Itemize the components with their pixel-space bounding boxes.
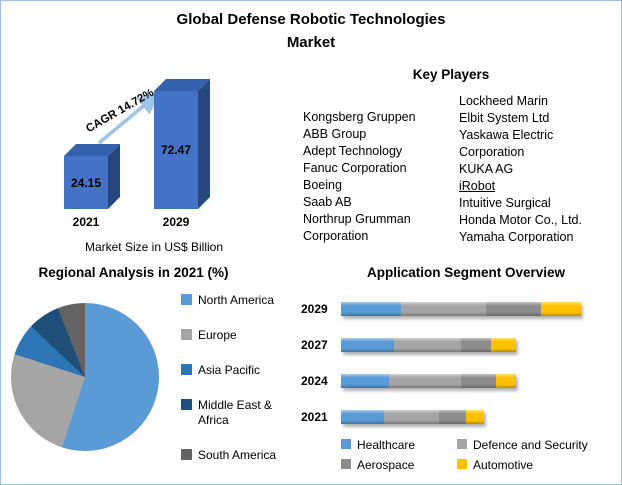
legend-swatch-automotive <box>457 459 467 469</box>
legend-swatch-north-america <box>181 294 192 305</box>
key-player-fanuc-corporation: Fanuc Corporation <box>303 161 407 175</box>
legend-swatch-aerospace <box>341 459 351 469</box>
key-players-list: Kongsberg Gruppen ABB Group Adept Technolo… <box>303 93 609 246</box>
key-player-irobot[interactable]: iRobot <box>459 179 496 193</box>
regional-heading: Regional Analysis in 2021 (%) <box>38 265 229 280</box>
key-player-yamaha-corporation: Yamaha Corporation <box>459 230 574 244</box>
market-size-chart: CAGR 14.72% 24.15 2021 72.47 2029 Market Si… <box>49 59 259 254</box>
legend-item-aerospace: Aerospace <box>341 458 453 473</box>
cagr-arrow <box>97 90 162 145</box>
segment-automotive <box>541 302 581 316</box>
bar-value-label: 72.47 <box>160 143 192 157</box>
app-row-2027: 2027 <box>301 327 616 363</box>
key-players-heading: Key Players <box>412 67 490 82</box>
key-players-column-right: Lockheed Marin Elbit System Ltd Yaskawa El… <box>459 93 609 246</box>
legend-label: Healthcare <box>357 438 416 452</box>
legend-label: Asia Pacific <box>198 363 261 377</box>
bar-side-face <box>198 79 210 209</box>
legend-item-middle-east-africa: Middle East & Africa <box>181 398 286 428</box>
legend-label: South America <box>198 448 277 462</box>
segment-healthcare <box>341 374 389 388</box>
segment-aerospace <box>461 374 496 388</box>
stacked-bar-2027 <box>341 338 516 352</box>
stacked-bar-2024 <box>341 374 516 388</box>
segment-defence-and-security <box>393 338 461 352</box>
legend-swatch-defence-and-security <box>457 439 467 449</box>
segment-healthcare <box>341 338 394 352</box>
legend-label: North America <box>198 293 275 307</box>
stacked-bar-2021 <box>341 410 484 424</box>
legend-item-healthcare: Healthcare <box>341 438 453 453</box>
key-player-kuka-ag: KUKA AG <box>459 162 514 176</box>
legend-item-south-america: South America <box>181 448 286 463</box>
legend-label: Automotive <box>473 458 534 472</box>
application-bars: 2029 2027 2024 2021 <box>301 291 616 435</box>
segment-aerospace <box>461 338 491 352</box>
app-row-2024: 2024 <box>301 363 616 399</box>
bar-side-face <box>108 144 120 209</box>
legend-swatch-south-america <box>181 449 192 460</box>
cagr-arrow-line <box>97 90 162 145</box>
legend-item-north-america: North America <box>181 293 286 308</box>
bar-front-face: 72.47 <box>154 91 198 209</box>
key-player-elbit-system-ltd: Elbit System Ltd <box>459 111 550 125</box>
app-row-2021: 2021 <box>301 399 616 435</box>
segment-automotive <box>491 338 516 352</box>
key-player-kongsberg-gruppen: Kongsberg Gruppen <box>303 110 416 124</box>
legend-label: Europe <box>198 328 237 342</box>
segment-automotive <box>466 410 484 424</box>
application-legend: Healthcare Defence and Security Aerospace A… <box>341 438 609 473</box>
legend-item-defence-and-security: Defence and Security <box>457 438 609 453</box>
legend-label: Middle East & Africa <box>198 398 273 427</box>
legend-swatch-middle-east-africa <box>181 399 192 410</box>
legend-item-europe: Europe <box>181 328 286 343</box>
legend-label: Defence and Security <box>473 438 588 452</box>
app-row-2029: 2029 <box>301 291 616 327</box>
segment-automotive <box>496 374 516 388</box>
app-year-label: 2024 <box>301 374 328 388</box>
segment-defence-and-security <box>388 374 461 388</box>
key-player-adept-technology: Adept Technology <box>303 144 403 158</box>
page-title: Global Defense Robotic Technologies Mark… <box>176 11 446 51</box>
key-player-intuitive-surgical: Intuitive Surgical <box>459 196 551 210</box>
market-bars-area: 24.15 2021 72.47 2029 <box>49 59 259 254</box>
app-year-label: 2027 <box>301 338 328 352</box>
bar-value-label: 24.15 <box>70 175 102 190</box>
legend-swatch-europe <box>181 329 192 340</box>
legend-swatch-asia-pacific <box>181 364 192 375</box>
bar-year-label: 2021 <box>72 215 100 229</box>
key-player-saab-ab: Saab AB <box>303 195 352 209</box>
key-players-column-left: Kongsberg Gruppen ABB Group Adept Technolo… <box>303 93 459 246</box>
key-player-abb-group: ABB Group <box>303 127 367 141</box>
bar-front-face: 24.15 <box>64 156 108 209</box>
segment-healthcare <box>341 410 384 424</box>
market-chart-caption: Market Size in US$ Billion <box>84 240 224 254</box>
key-player-northrup-grumman-corporation: Northrup Grumman Corporation <box>303 212 411 243</box>
application-heading: Application Segment Overview <box>366 265 566 280</box>
segment-aerospace <box>486 302 541 316</box>
app-year-label: 2021 <box>301 410 328 424</box>
regional-legend: North America Europe Asia Pacific Middle Ea… <box>181 293 286 463</box>
legend-swatch-healthcare <box>341 439 351 449</box>
segment-healthcare <box>341 302 401 316</box>
key-player-yaskawa-electric-corporation: Yaskawa Electric Corporation <box>459 128 554 159</box>
key-player-boeing: Boeing <box>303 178 342 192</box>
segment-defence-and-security <box>383 410 439 424</box>
regional-pie-chart <box>11 303 159 451</box>
stacked-bar-2029 <box>341 302 581 316</box>
legend-item-automotive: Automotive <box>457 458 609 473</box>
segment-defence-and-security <box>401 302 486 316</box>
legend-item-asia-pacific: Asia Pacific <box>181 363 286 378</box>
app-year-label: 2029 <box>301 302 328 316</box>
key-player-lockheed-marin: Lockheed Marin <box>459 94 548 108</box>
key-player-honda-motor-co-ltd: Honda Motor Co., Ltd. <box>459 213 582 227</box>
bar-year-label: 2029 <box>162 215 190 229</box>
segment-aerospace <box>438 410 466 424</box>
legend-label: Aerospace <box>357 458 415 472</box>
